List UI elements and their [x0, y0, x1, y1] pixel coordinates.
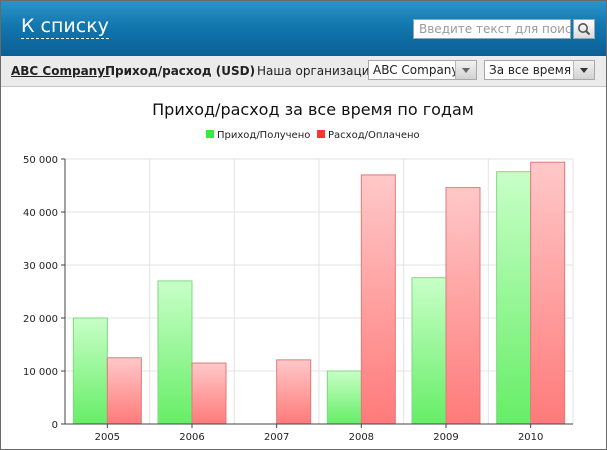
organization-select-value: ABC Company	[373, 63, 459, 77]
legend-label-expense: Расход/Оплачено	[328, 130, 420, 141]
header-bar: К списку	[1, 1, 606, 56]
y-tick-label: 20 000	[23, 314, 58, 325]
bar-expense-2010	[530, 161, 566, 425]
chart-legend: Приход/Получено Расход/Оплачено	[206, 130, 420, 141]
chart-axes: 0 10 000 20 000 30 000 40 000 50 000 2005 2006 2…	[23, 155, 573, 443]
y-tick-label: 50 000	[23, 155, 58, 166]
x-tick-label: 2005	[95, 432, 120, 443]
back-to-list-link[interactable]: К списку	[21, 15, 109, 39]
bar-income-2010	[496, 171, 532, 425]
bar-income-2005	[72, 317, 108, 425]
chevron-down-icon	[580, 68, 588, 73]
chart-title: Приход/расход за все время по годам	[152, 100, 474, 119]
period-select-value: За все время	[489, 63, 572, 77]
x-tick-label: 2010	[518, 432, 543, 443]
x-tick-label: 2006	[179, 432, 204, 443]
chart-gridlines	[65, 158, 574, 424]
period-dropdown-button[interactable]	[573, 61, 594, 79]
magnifier-icon	[578, 23, 591, 36]
legend-swatch-expense	[317, 130, 325, 138]
chart-bars	[72, 161, 566, 425]
bar-income-2009	[411, 277, 447, 425]
legend-swatch-income	[206, 130, 214, 138]
bar-expense-2009	[445, 187, 481, 425]
company-link[interactable]: ABC Company:	[11, 64, 110, 78]
y-tick-label: 0	[52, 420, 58, 431]
y-tick-label: 10 000	[23, 367, 58, 378]
bar-expense-2008	[360, 174, 396, 425]
legend-label-income: Приход/Получено	[217, 130, 310, 141]
report-toolbar: ABC Company: Приход/расход (USD) Наша ор…	[1, 56, 606, 87]
search-input[interactable]	[413, 19, 571, 39]
x-tick-label: 2007	[264, 432, 289, 443]
chevron-down-icon	[462, 68, 470, 73]
x-tick-label: 2009	[433, 432, 458, 443]
bar-income-2006	[157, 280, 193, 425]
report-title: Приход/расход (USD)	[105, 64, 256, 78]
period-select[interactable]: За все время	[484, 60, 595, 80]
organization-dropdown-button[interactable]	[455, 61, 476, 79]
bar-income-2008	[326, 370, 362, 425]
y-tick-label: 40 000	[23, 208, 58, 219]
search-button[interactable]	[573, 19, 595, 39]
bar-expense-2006	[191, 362, 227, 425]
income-expense-chart: Приход/расход за все время по годам Прих…	[23, 100, 574, 443]
bar-expense-2005	[106, 357, 142, 425]
y-tick-label: 30 000	[23, 261, 58, 272]
bar-expense-2007	[276, 359, 312, 425]
x-tick-label: 2008	[349, 432, 374, 443]
organization-label: Наша организация:	[257, 64, 381, 78]
organization-select[interactable]: ABC Company	[368, 60, 477, 80]
